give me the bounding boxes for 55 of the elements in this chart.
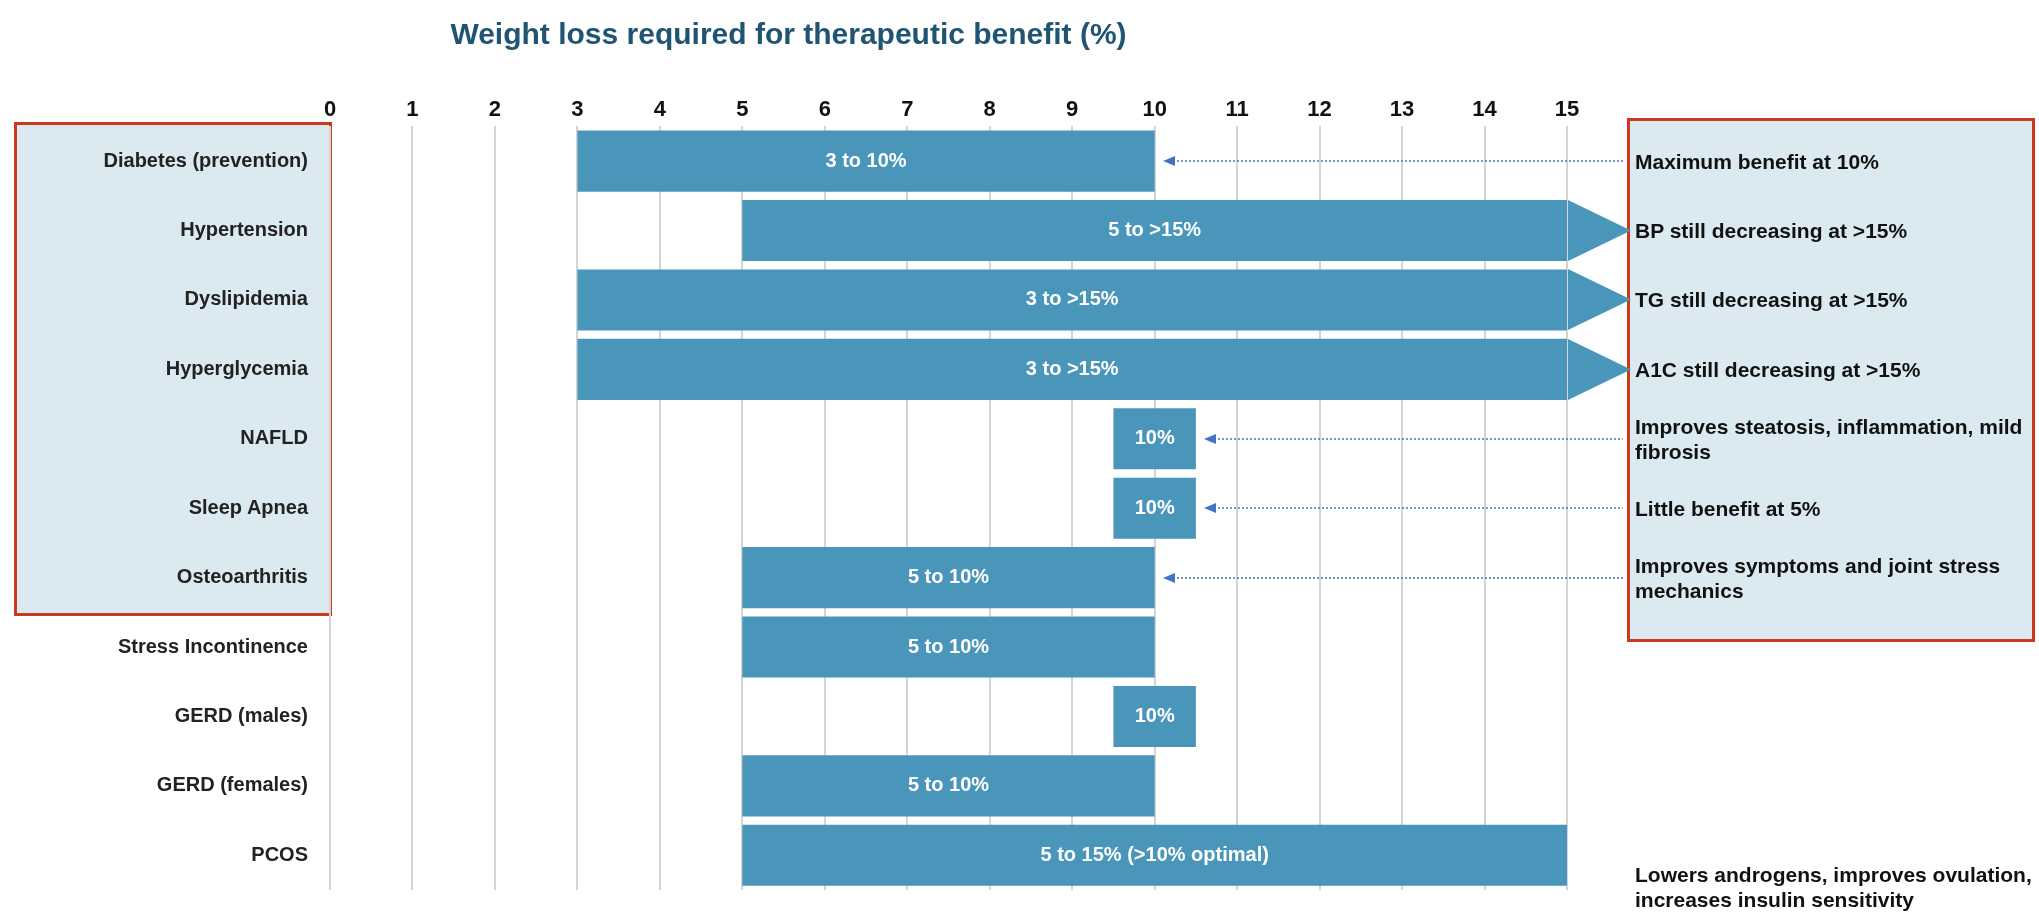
x-tick-label: 14 (1472, 96, 1498, 122)
y-tick-label: PCOS (251, 842, 308, 865)
y-tick-label: Sleep Apnea (188, 495, 309, 518)
text: Little benefit at 5% (1635, 495, 1822, 521)
x-tick-label: 2 (488, 96, 502, 122)
annotation: 3 to 10% (825, 148, 907, 171)
bar (742, 824, 1567, 886)
x-tick-label: 6 (818, 96, 831, 122)
x-tick-label: 11 (1225, 96, 1249, 122)
x-tick-label: 15 (1554, 96, 1580, 122)
x-tick-label: 0 (323, 96, 337, 122)
bar (1113, 408, 1196, 470)
y-tick-label: NAFLD (240, 426, 308, 449)
annotation: 10% (1134, 495, 1175, 518)
x-tick-label: 3 (571, 96, 584, 122)
text: TG still decreasing at >15% (1635, 287, 1909, 313)
x-tick-label: 12 (1307, 96, 1332, 122)
annotation: 5 to 10% (907, 565, 990, 588)
text: BP still decreasing at >15% (1635, 218, 1909, 244)
y-tick-label: Osteoarthritis (176, 565, 308, 588)
bar (742, 547, 1155, 609)
text: A1C still decreasing at >15% (1635, 356, 1922, 382)
y-tick-label: Stress Incontinence (117, 634, 308, 657)
bar (742, 616, 1155, 678)
y-tick-label: Hyperglycemia (165, 356, 309, 379)
x-tick-label: 7 (901, 96, 914, 122)
annotation: 5 to 10% (907, 773, 990, 796)
y-tick-label: Hypertension (180, 218, 308, 241)
text: Improves steatosis, inflammation, mild fibrosis (1635, 413, 2024, 464)
bar (1113, 477, 1196, 539)
annotation: 3 to >15% (1025, 287, 1119, 310)
y-tick-label: GERD (females) (156, 773, 308, 796)
x-tick-label: 5 (736, 96, 749, 122)
annotation: 10% (1134, 703, 1175, 726)
text: Improves symptoms and joint stress mechanics (1635, 552, 2002, 603)
bar (742, 755, 1155, 817)
x-tick-label: 4 (653, 96, 667, 122)
bar (577, 130, 1155, 192)
x-tick-label: 13 (1389, 96, 1415, 122)
text: Lowers androgens, improves ovulation, increases insulin sensitivity (1635, 862, 2033, 912)
x-tick-label: 9 (1066, 96, 1079, 122)
annotation: 10% (1134, 426, 1175, 449)
y-tick-label: Dyslipidemia (184, 287, 309, 310)
annotation: 5 to 15% (>10% optimal) (1040, 842, 1269, 865)
x-tick-label: 1 (406, 96, 419, 122)
y-tick-label: Diabetes (prevention) (103, 148, 308, 171)
bar (1113, 685, 1196, 747)
y-tick-label: GERD (males) (174, 703, 308, 726)
annotation: 5 to 10% (907, 634, 990, 657)
annotation: 3 to >15% (1025, 356, 1119, 379)
x-tick-label: 10 (1142, 96, 1167, 122)
chart-title: Weight loss required for therapeutic benefit (%) (450, 17, 1127, 51)
x-tick-label: 8 (983, 96, 996, 122)
annotation: 5 to >15% (1108, 218, 1202, 241)
text: Maximum benefit at 10% (1635, 148, 1880, 174)
